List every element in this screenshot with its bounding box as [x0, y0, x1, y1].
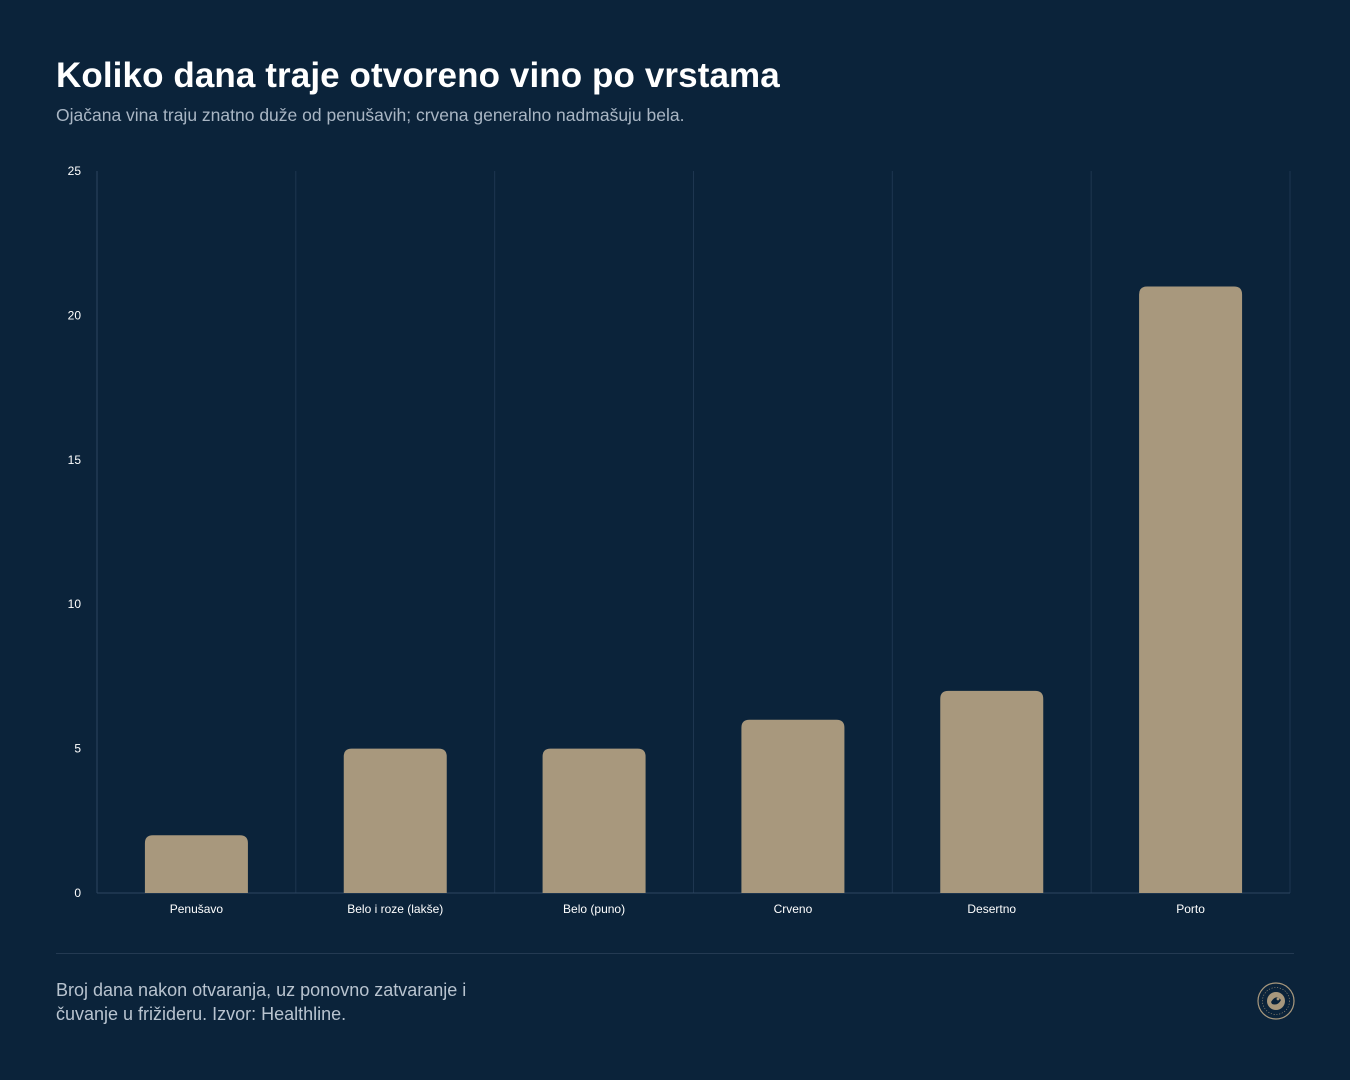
chart-subtitle: Ojačana vina traju znatno duže od penuša…: [56, 105, 685, 125]
y-tick-label: 5: [74, 742, 81, 756]
bar: [1139, 286, 1243, 893]
bar: [343, 748, 447, 893]
footer-divider: [56, 953, 1294, 954]
chart-title: Koliko dana traje otvoreno vino po vrsta…: [56, 56, 780, 95]
bar: [542, 748, 646, 893]
x-tick-label: Belo i roze (lakše): [347, 902, 443, 916]
bar: [144, 835, 248, 893]
bar-chart: 0 5 10 15 20 25 Penušavo Belo i roze (lakše) Bel…: [68, 164, 1291, 916]
bar: [741, 719, 845, 893]
y-tick-label: 20: [68, 308, 82, 322]
bar: [940, 690, 1044, 893]
x-tick-label: Desertno: [967, 902, 1016, 916]
footnote: Broj dana nakon otvaranja, uz ponovno za…: [56, 980, 467, 1024]
y-tick-label: 25: [68, 164, 82, 178]
x-tick-label: Penušavo: [170, 902, 224, 916]
y-tick-label: 15: [68, 453, 82, 467]
x-tick-label: Porto: [1176, 902, 1205, 916]
x-tick-label: Crveno: [774, 902, 813, 916]
seal-logo-icon: [1257, 982, 1295, 1020]
y-tick-label: 10: [68, 597, 82, 611]
y-tick-label: 0: [74, 886, 81, 900]
x-tick-label: Belo (puno): [563, 902, 625, 916]
